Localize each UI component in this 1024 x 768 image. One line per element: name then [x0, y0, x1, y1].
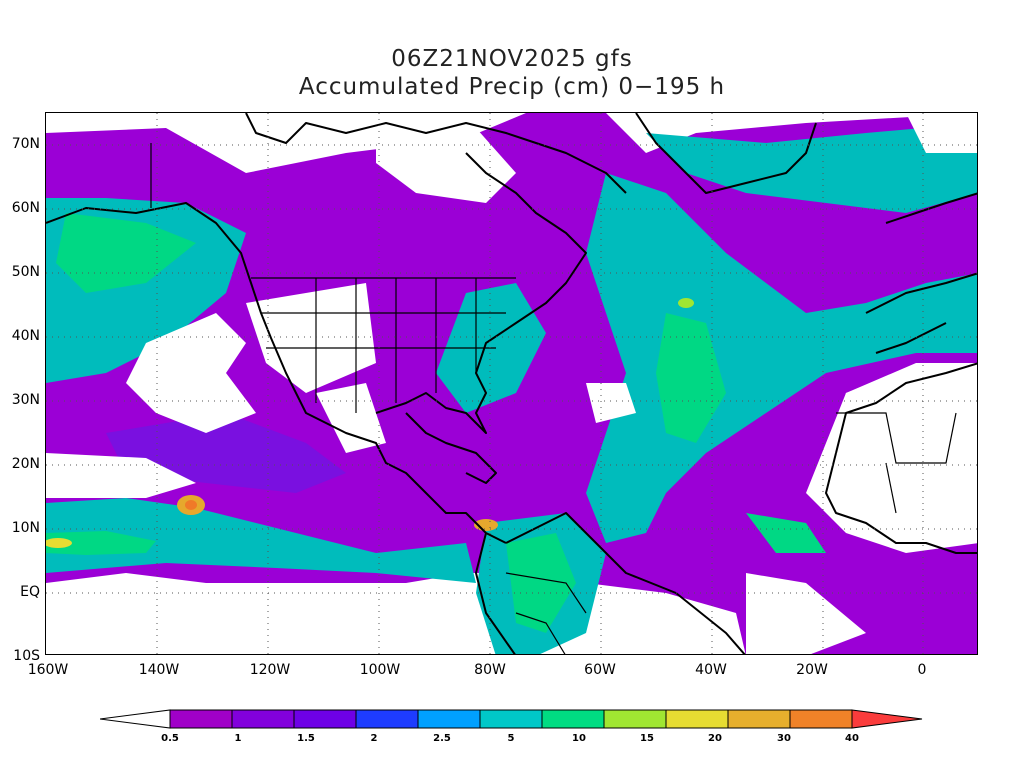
- map-subtitle: Accumulated Precip (cm) 0−195 h: [298, 74, 726, 100]
- colorbar-under-arrow: [100, 709, 171, 729]
- colorbar-box: [231, 709, 295, 729]
- lat-label-40n: 40N: [11, 328, 40, 344]
- lon-label-100w: 100W: [359, 662, 401, 678]
- colorbar-box: [417, 709, 481, 729]
- colorbar-label: 2.5: [433, 733, 451, 744]
- colorbar-label: 10: [572, 733, 586, 744]
- colorbar-label: 5: [507, 733, 515, 744]
- colorbar-boxes: [169, 709, 853, 729]
- lon-label-60w: 60W: [584, 662, 616, 678]
- lat-label-70n: 70N: [11, 136, 40, 152]
- colorbar-label: 30: [777, 733, 791, 744]
- colorbar-box: [665, 709, 729, 729]
- colorbar-over-arrow: [851, 709, 923, 729]
- colorbar-label: 1: [234, 733, 242, 744]
- colorbar-label: 40: [845, 733, 859, 744]
- colorbar-label: 1.5: [297, 733, 315, 744]
- lon-label-20w: 20W: [796, 662, 828, 678]
- colorbar-box: [293, 709, 357, 729]
- lat-label-10s: 10S: [13, 648, 40, 664]
- colorbar-label: 20: [708, 733, 722, 744]
- lat-label-20n: 20N: [11, 456, 40, 472]
- colorbar-box: [479, 709, 543, 729]
- precip-map: [45, 112, 978, 655]
- lon-label-80w: 80W: [474, 662, 506, 678]
- lon-label-160w: 160W: [27, 662, 69, 678]
- colorbar-box: [789, 709, 853, 729]
- lat-label-30n: 30N: [11, 392, 40, 408]
- lon-label-0: 0: [917, 662, 927, 678]
- political-borders: [150, 143, 957, 654]
- colorbar-box: [541, 709, 605, 729]
- colorbar-label: 15: [640, 733, 654, 744]
- lat-label-60n: 60N: [11, 200, 40, 216]
- lat-label-50n: 50N: [11, 264, 40, 280]
- precip-field: [46, 113, 977, 654]
- coastlines: [46, 113, 977, 654]
- colorbar-box: [603, 709, 667, 729]
- colorbar: [100, 709, 923, 729]
- colorbar-label: 2: [370, 733, 378, 744]
- gridlines: [46, 113, 977, 654]
- colorbar-box: [727, 709, 791, 729]
- lat-label-10n: 10N: [11, 520, 40, 536]
- colorbar-box: [355, 709, 419, 729]
- map-title: 06Z21NOV2025 gfs: [391, 46, 633, 72]
- lon-label-40w: 40W: [695, 662, 727, 678]
- lon-label-140w: 140W: [138, 662, 180, 678]
- lon-label-120w: 120W: [249, 662, 291, 678]
- precip-layers: [46, 113, 977, 654]
- lat-label-eq: EQ: [20, 584, 40, 600]
- colorbar-label: 0.5: [161, 733, 179, 744]
- colorbar-box: [169, 709, 233, 729]
